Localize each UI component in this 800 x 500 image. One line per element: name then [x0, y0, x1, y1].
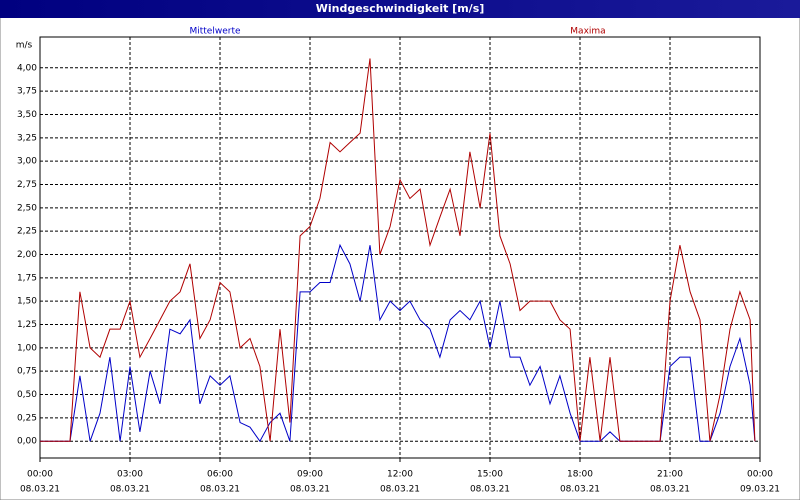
x-tick-date: 08.03.21 — [650, 485, 690, 495]
y-tick-label: 2,75 — [17, 180, 37, 190]
x-tick-date: 08.03.21 — [470, 485, 510, 495]
legend-entry: Mittelwerte — [189, 27, 240, 37]
legend-entry: Maxima — [570, 27, 605, 37]
x-tick-label: 12:00 — [387, 470, 413, 480]
y-tick-label: 3,25 — [17, 133, 37, 143]
x-tick-date: 08.03.21 — [380, 485, 420, 495]
x-tick-label: 03:00 — [117, 470, 143, 480]
x-tick-label: 00:00 — [747, 470, 773, 480]
y-tick-label: 1,25 — [17, 320, 37, 330]
x-tick-label: 15:00 — [477, 470, 503, 480]
x-tick-label: 09:00 — [297, 470, 323, 480]
window-title: Windgeschwindigkeit [m/s] — [316, 2, 485, 15]
y-tick-label: 2,00 — [17, 250, 37, 260]
x-tick-date: 08.03.21 — [20, 485, 60, 495]
y-tick-label: 3,75 — [17, 87, 37, 97]
x-tick-date: 09.03.21 — [740, 485, 780, 495]
y-tick-label: 3,50 — [17, 110, 37, 120]
y-tick-label: 2,50 — [17, 203, 37, 213]
y-tick-label: 4,00 — [17, 63, 37, 73]
y-axis-label: m/s — [16, 41, 33, 51]
y-tick-label: 3,00 — [17, 157, 37, 167]
y-tick-label: 1,50 — [17, 297, 37, 307]
x-tick-label: 21:00 — [657, 470, 683, 480]
x-tick-label: 18:00 — [567, 470, 593, 480]
x-tick-date: 08.03.21 — [110, 485, 150, 495]
x-tick-date: 08.03.21 — [560, 485, 600, 495]
plot-frame — [39, 36, 761, 459]
y-tick-label: 0,00 — [17, 437, 37, 447]
x-tick-date: 08.03.21 — [290, 485, 330, 495]
y-tick-label: 1,00 — [17, 343, 37, 353]
x-tick-label: 06:00 — [207, 470, 233, 480]
x-tick-label: 00:00 — [27, 470, 53, 480]
x-tick-date: 08.03.21 — [200, 485, 240, 495]
data-line — [40, 58, 756, 442]
title-bar — [0, 0, 800, 18]
y-tick-label: 2,25 — [17, 227, 37, 237]
y-tick-label: 0,25 — [17, 413, 37, 423]
y-tick-label: 1,75 — [17, 273, 37, 283]
y-tick-label: 0,50 — [17, 390, 37, 400]
y-tick-label: 0,75 — [17, 367, 37, 377]
